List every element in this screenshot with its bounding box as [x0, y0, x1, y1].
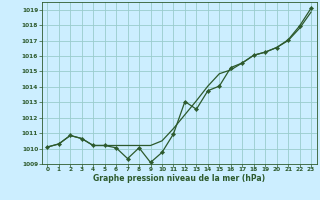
X-axis label: Graphe pression niveau de la mer (hPa): Graphe pression niveau de la mer (hPa): [93, 174, 265, 183]
